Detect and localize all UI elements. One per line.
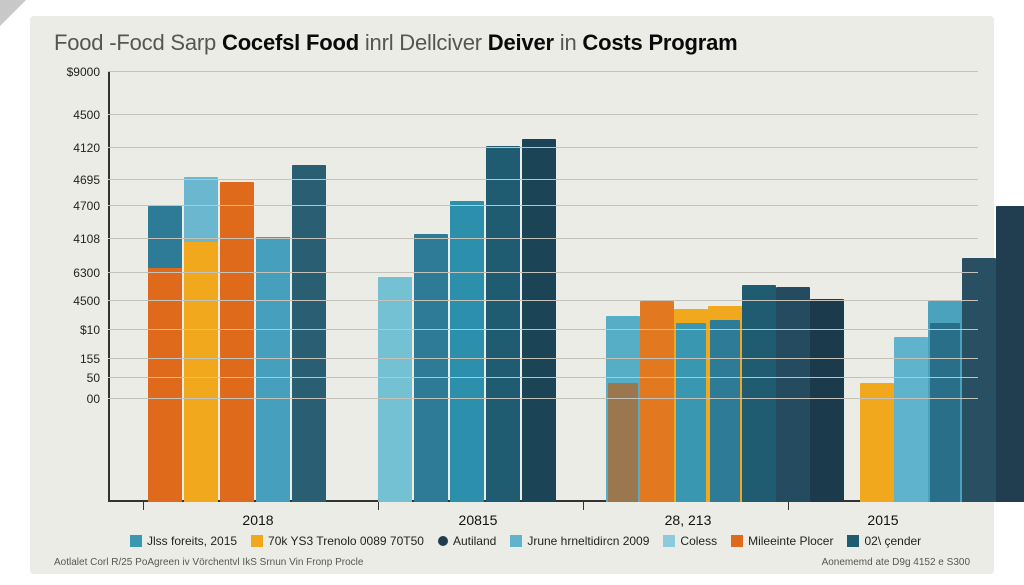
legend-swatch bbox=[731, 535, 743, 547]
title-part-6: in bbox=[560, 30, 583, 55]
bar bbox=[894, 337, 928, 502]
y-tick-label: 00 bbox=[44, 392, 100, 406]
grid-line bbox=[108, 114, 978, 115]
bar bbox=[450, 201, 484, 502]
y-tick-label: 4120 bbox=[44, 141, 100, 155]
x-tick bbox=[378, 502, 379, 510]
bar-segment bbox=[256, 237, 290, 502]
legend-label: 70k YS3 Trenolo 0089 70T50 bbox=[268, 534, 424, 548]
x-tick bbox=[788, 502, 789, 510]
bar-segment bbox=[148, 268, 182, 502]
y-tick-label: 4500 bbox=[44, 294, 100, 308]
grid-line bbox=[108, 329, 978, 330]
bar bbox=[414, 234, 448, 502]
legend-item: Mileeinte Plocer bbox=[731, 534, 833, 548]
legend-label: Autiland bbox=[453, 534, 496, 548]
chart-title: Food -Focd Sarp Cocefsl Food inrl Dellci… bbox=[54, 30, 972, 56]
title-part-3: Cocefsl Food bbox=[222, 30, 365, 55]
legend-swatch bbox=[663, 535, 675, 547]
bar-layer bbox=[108, 72, 978, 502]
grid-line bbox=[108, 377, 978, 378]
grid-line bbox=[108, 358, 978, 359]
bar bbox=[378, 277, 412, 502]
legend-swatch bbox=[130, 535, 142, 547]
legend-label: Jrune hrneltidircn 2009 bbox=[527, 534, 649, 548]
x-tick-label: 28, 213 bbox=[665, 512, 712, 528]
y-tick-label: 4695 bbox=[44, 173, 100, 187]
legend-item: Jrune hrneltidircn 2009 bbox=[510, 534, 649, 548]
footnote-left: Aotlalet Corl R/25 PoAgreen iv Vörchentv… bbox=[54, 557, 363, 568]
page-fold-decoration bbox=[0, 0, 26, 26]
bar bbox=[292, 165, 326, 502]
bar bbox=[522, 139, 556, 502]
legend-swatch bbox=[510, 535, 522, 547]
bar bbox=[608, 383, 638, 502]
legend-item: Jlss foreits, 2015 bbox=[130, 534, 237, 548]
title-part-5: Deiver bbox=[488, 30, 560, 55]
y-tick-label: $9000 bbox=[44, 65, 100, 79]
y-tick-label: 4500 bbox=[44, 108, 100, 122]
bar bbox=[676, 323, 706, 502]
title-part-4: inrl Dellciver bbox=[365, 30, 488, 55]
bar bbox=[220, 182, 254, 502]
legend-swatch bbox=[438, 536, 448, 546]
legend-label: 02\ çender bbox=[864, 534, 921, 548]
bar bbox=[860, 383, 894, 502]
legend-label: Jlss foreits, 2015 bbox=[147, 534, 237, 548]
bar bbox=[962, 258, 996, 502]
x-tick bbox=[583, 502, 584, 510]
title-part-1: Food bbox=[54, 30, 109, 55]
chart-card: Food -Focd Sarp Cocefsl Food inrl Dellci… bbox=[30, 16, 994, 574]
legend-swatch bbox=[251, 535, 263, 547]
legend: Jlss foreits, 2015 70k YS3 Trenolo 0089 7… bbox=[130, 534, 990, 548]
bar bbox=[710, 320, 740, 502]
bar bbox=[996, 206, 1024, 502]
x-tick-label: 2018 bbox=[242, 512, 273, 528]
grid-line bbox=[108, 71, 978, 72]
bar bbox=[930, 323, 960, 502]
y-tick-label: 50 bbox=[44, 371, 100, 385]
title-part-2: -Focd Sarp bbox=[109, 30, 222, 55]
grid-line bbox=[108, 147, 978, 148]
legend-item: 02\ çender bbox=[847, 534, 921, 548]
y-tick-label: 4700 bbox=[44, 199, 100, 213]
legend-item: Coless bbox=[663, 534, 717, 548]
legend-label: Coless bbox=[680, 534, 717, 548]
y-tick-label: 6300 bbox=[44, 266, 100, 280]
footnote-right: Aonememd ate D9g 4152 e S300 bbox=[822, 557, 970, 568]
legend-item: Autiland bbox=[438, 534, 496, 548]
grid-line bbox=[108, 272, 978, 273]
legend-swatch bbox=[847, 535, 859, 547]
x-tick-label: 2015 bbox=[867, 512, 898, 528]
grid-line bbox=[108, 398, 978, 399]
bar bbox=[640, 301, 674, 502]
title-part-7: Costs Program bbox=[582, 30, 737, 55]
grid-line bbox=[108, 205, 978, 206]
bar-segment bbox=[184, 242, 218, 502]
x-tick bbox=[143, 502, 144, 510]
bar bbox=[742, 285, 776, 502]
legend-label: Mileeinte Plocer bbox=[748, 534, 833, 548]
plot-area: $90004500412046954700410863004500$101555… bbox=[108, 72, 978, 502]
y-tick-label: 155 bbox=[44, 352, 100, 366]
grid-line bbox=[108, 179, 978, 180]
grid-line bbox=[108, 238, 978, 239]
y-tick-label: $10 bbox=[44, 323, 100, 337]
y-tick-label: 4108 bbox=[44, 232, 100, 246]
bar bbox=[776, 287, 810, 502]
grid-line bbox=[108, 300, 978, 301]
legend-item: 70k YS3 Trenolo 0089 70T50 bbox=[251, 534, 424, 548]
x-tick-label: 20815 bbox=[459, 512, 498, 528]
bar bbox=[486, 146, 520, 502]
